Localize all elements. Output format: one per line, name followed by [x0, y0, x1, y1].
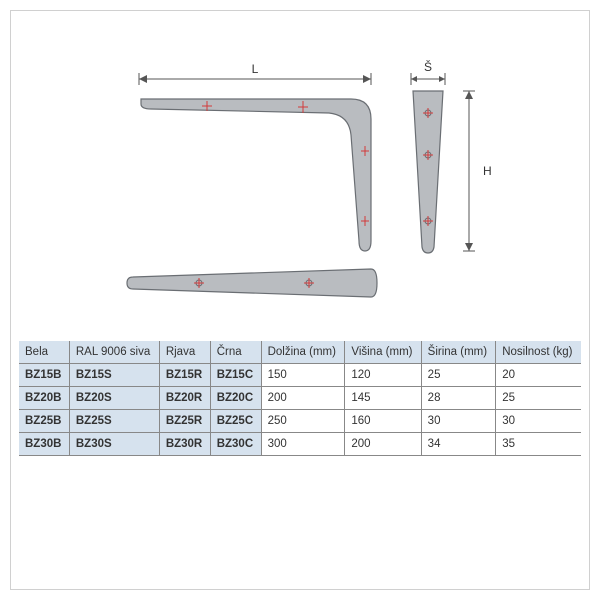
value-cell: 200	[345, 433, 421, 456]
code-cell: BZ15B	[19, 364, 69, 387]
value-cell: 20	[496, 364, 581, 387]
code-cell: BZ20C	[210, 387, 261, 410]
code-cell: BZ25C	[210, 410, 261, 433]
code-cell: BZ20S	[69, 387, 159, 410]
table-row: BZ30BBZ30SBZ30RBZ30C3002003435	[19, 433, 581, 456]
table-row: BZ15BBZ15SBZ15RBZ15C1501202520	[19, 364, 581, 387]
value-cell: 300	[261, 433, 345, 456]
table-row: BZ20BBZ20SBZ20RBZ20C2001452825	[19, 387, 581, 410]
value-cell: 200	[261, 387, 345, 410]
value-cell: 25	[421, 364, 496, 387]
col-header: Nosilnost (kg)	[496, 341, 581, 364]
dim-H: H	[463, 91, 492, 251]
value-cell: 34	[421, 433, 496, 456]
col-header: Višina (mm)	[345, 341, 421, 364]
value-cell: 28	[421, 387, 496, 410]
code-cell: BZ25R	[159, 410, 210, 433]
table-body: BZ15BBZ15SBZ15RBZ15C1501202520BZ20BBZ20S…	[19, 364, 581, 456]
value-cell: 30	[421, 410, 496, 433]
col-header: Širina (mm)	[421, 341, 496, 364]
value-cell: 160	[345, 410, 421, 433]
code-cell: BZ25S	[69, 410, 159, 433]
dim-L: L	[139, 62, 371, 85]
bracket-top	[127, 269, 377, 297]
bracket-side	[141, 99, 371, 251]
label-L: L	[252, 62, 259, 76]
table-head: BelaRAL 9006 sivaRjavaČrnaDolžina (mm)Vi…	[19, 341, 581, 364]
code-cell: BZ30C	[210, 433, 261, 456]
code-cell: BZ30B	[19, 433, 69, 456]
code-cell: BZ30R	[159, 433, 210, 456]
col-header: RAL 9006 siva	[69, 341, 159, 364]
value-cell: 145	[345, 387, 421, 410]
value-cell: 250	[261, 410, 345, 433]
code-cell: BZ15S	[69, 364, 159, 387]
code-cell: BZ15C	[210, 364, 261, 387]
value-cell: 30	[496, 410, 581, 433]
code-cell: BZ25B	[19, 410, 69, 433]
label-H: H	[483, 164, 492, 178]
value-cell: 120	[345, 364, 421, 387]
bracket-front	[413, 91, 443, 253]
label-S: Š	[424, 59, 432, 74]
spec-table-wrap: BelaRAL 9006 sivaRjavaČrnaDolžina (mm)Vi…	[19, 341, 581, 456]
value-cell: 150	[261, 364, 345, 387]
page: L Š H	[10, 10, 590, 590]
value-cell: 35	[496, 433, 581, 456]
col-header: Bela	[19, 341, 69, 364]
col-header: Rjava	[159, 341, 210, 364]
table-row: BZ25BBZ25SBZ25RBZ25C2501603030	[19, 410, 581, 433]
code-cell: BZ20R	[159, 387, 210, 410]
technical-diagram: L Š H	[71, 51, 531, 311]
spec-table: BelaRAL 9006 sivaRjavaČrnaDolžina (mm)Vi…	[19, 341, 581, 456]
col-header: Črna	[210, 341, 261, 364]
code-cell: BZ20B	[19, 387, 69, 410]
code-cell: BZ15R	[159, 364, 210, 387]
dim-S: Š	[411, 59, 445, 85]
diagram-svg: L Š H	[71, 51, 531, 311]
col-header: Dolžina (mm)	[261, 341, 345, 364]
value-cell: 25	[496, 387, 581, 410]
code-cell: BZ30S	[69, 433, 159, 456]
